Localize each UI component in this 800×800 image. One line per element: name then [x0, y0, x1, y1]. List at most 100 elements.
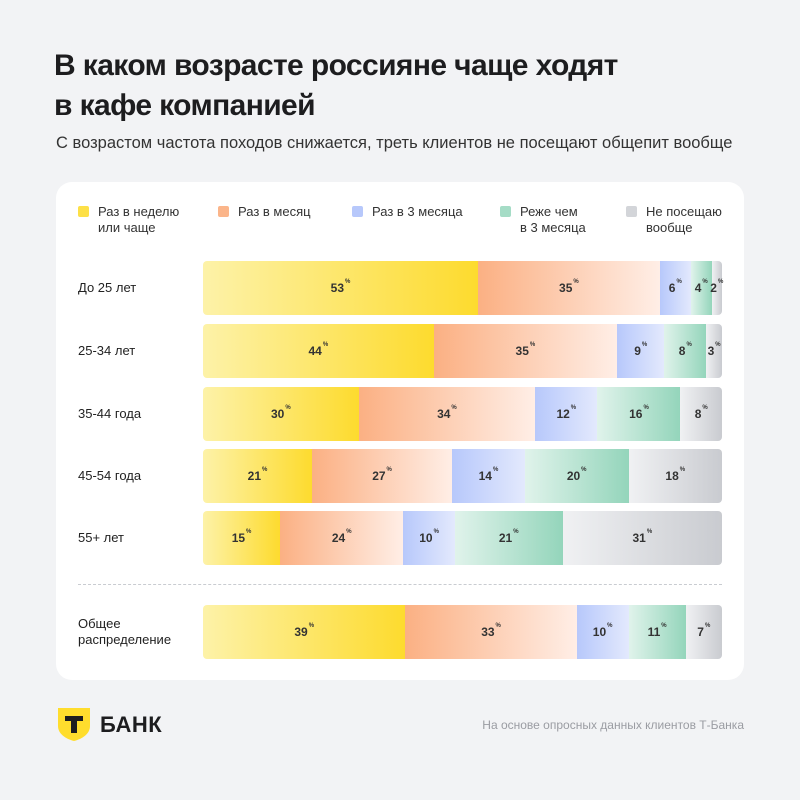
unit-label: %	[646, 529, 653, 535]
unit-label: %	[676, 279, 682, 285]
legend-label: Раз в 3 месяца	[372, 204, 463, 219]
unit-label: %	[581, 467, 587, 473]
bar-segment: 2%	[710, 261, 724, 315]
unit-label: %	[715, 342, 721, 348]
bar-segment: 34%	[358, 387, 536, 441]
unit-label: %	[702, 405, 708, 411]
bar-segment: 10%	[403, 511, 455, 565]
data-label: 2%	[710, 279, 724, 295]
unit-label: %	[641, 342, 648, 348]
bar-segment: 10%	[576, 605, 629, 659]
bar-segment: 31%	[562, 511, 722, 565]
bar-segment: 4%	[690, 261, 712, 315]
data-label: 20%	[566, 467, 587, 483]
title-line-1: В каком возрасте россияне чаще ходят	[54, 49, 618, 82]
data-label: 24%	[331, 529, 352, 545]
unit-label: %	[492, 467, 499, 473]
bar-segment: 12%	[535, 387, 598, 441]
data-label: 31%	[632, 529, 653, 545]
bar-segment: 20%	[524, 449, 629, 503]
unit-label: %	[679, 467, 686, 473]
data-label: 35%	[515, 342, 536, 358]
data-label: 12%	[556, 405, 577, 421]
data-label: 4%	[694, 279, 708, 295]
data-label: 35%	[559, 279, 579, 295]
bar-segment: 14%	[452, 449, 525, 503]
row-label: 25-34 лет	[78, 343, 136, 358]
bar-segment: 16%	[597, 387, 681, 441]
unit-label: %	[513, 529, 519, 535]
legend-item: Раз в месяц	[238, 204, 311, 220]
unit-label: %	[529, 342, 536, 348]
unit-label: %	[717, 279, 724, 285]
unit-label: %	[322, 342, 329, 348]
unit-label: %	[386, 467, 392, 473]
legend-swatch	[352, 206, 363, 217]
legend-swatch	[626, 206, 637, 217]
data-label: 33%	[481, 623, 501, 639]
bar-segment: 53%	[203, 261, 479, 315]
data-label: 8%	[694, 405, 708, 421]
legend-swatch	[78, 206, 89, 217]
data-label: 39%	[294, 623, 315, 639]
title-line-2: в кафе компанией	[54, 89, 316, 122]
row-label: 55+ лет	[78, 530, 125, 545]
unit-label: %	[246, 529, 252, 535]
bar-segment: 35%	[478, 261, 660, 315]
row-label: 35-44 года	[78, 406, 142, 421]
unit-label: %	[346, 529, 352, 535]
data-label: 10%	[419, 529, 439, 545]
bar-segment: 8%	[680, 387, 722, 441]
bar-segment: 11%	[628, 605, 686, 659]
unit-label: %	[704, 623, 711, 629]
bar-segment: 24%	[280, 511, 404, 565]
data-label: 21%	[498, 529, 519, 545]
bar-segment: 21%	[454, 511, 563, 565]
footnote: На основе опросных данных клиентов Т-Бан…	[482, 718, 744, 732]
unit-label: %	[686, 342, 692, 348]
bar-segment: 30%	[203, 387, 359, 441]
legend-swatch	[218, 206, 229, 217]
row-label: 45-54 года	[78, 468, 142, 483]
data-label: 44%	[308, 342, 329, 358]
unit-label: %	[702, 279, 708, 285]
bar-segment: 35%	[433, 324, 618, 378]
legend-label: в 3 месяца	[520, 220, 586, 235]
bar-segment: 6%	[659, 261, 691, 315]
bar-segment: 9%	[617, 324, 665, 378]
legend-label: вообще	[646, 220, 693, 235]
divider	[78, 584, 722, 585]
legend-label: Раз в месяц	[238, 204, 311, 219]
bar-segment: 8%	[664, 324, 707, 378]
legend-item: Не посещаю вообще	[646, 204, 722, 236]
data-label: 34%	[437, 405, 457, 421]
bar-segment: 21%	[203, 449, 312, 503]
subtitle: С возрастом частота походов снижается, т…	[56, 134, 733, 152]
row-label: Общее распределение	[78, 616, 172, 647]
unit-label: %	[308, 623, 315, 629]
bar-segment: 15%	[203, 511, 281, 565]
data-label: 6%	[668, 279, 682, 295]
bar-segment: 3%	[706, 324, 722, 378]
bar-segment: 27%	[311, 449, 453, 503]
data-label: 18%	[665, 467, 686, 483]
unit-label: %	[573, 279, 579, 285]
data-label: 8%	[678, 342, 692, 358]
row-label: До 25 лет	[78, 280, 137, 295]
page-title: В каком возрасте россияне чаще ходят в к…	[54, 46, 754, 126]
bar-segment: 44%	[203, 324, 434, 378]
data-label: 27%	[372, 467, 392, 483]
data-label: 9%	[634, 342, 648, 358]
legend-label: Раз в неделю	[98, 204, 180, 219]
unit-label: %	[495, 623, 501, 629]
unit-label: %	[451, 405, 457, 411]
bar-segment: 18%	[628, 449, 722, 503]
data-label: 16%	[629, 405, 649, 421]
data-label: 11%	[647, 623, 667, 639]
legend-swatch	[500, 206, 511, 217]
brand-logo-icon	[56, 706, 92, 747]
unit-label: %	[433, 529, 439, 535]
data-label: 10%	[592, 623, 613, 639]
data-label: 53%	[330, 279, 351, 295]
bar-segment: 33%	[405, 605, 577, 659]
